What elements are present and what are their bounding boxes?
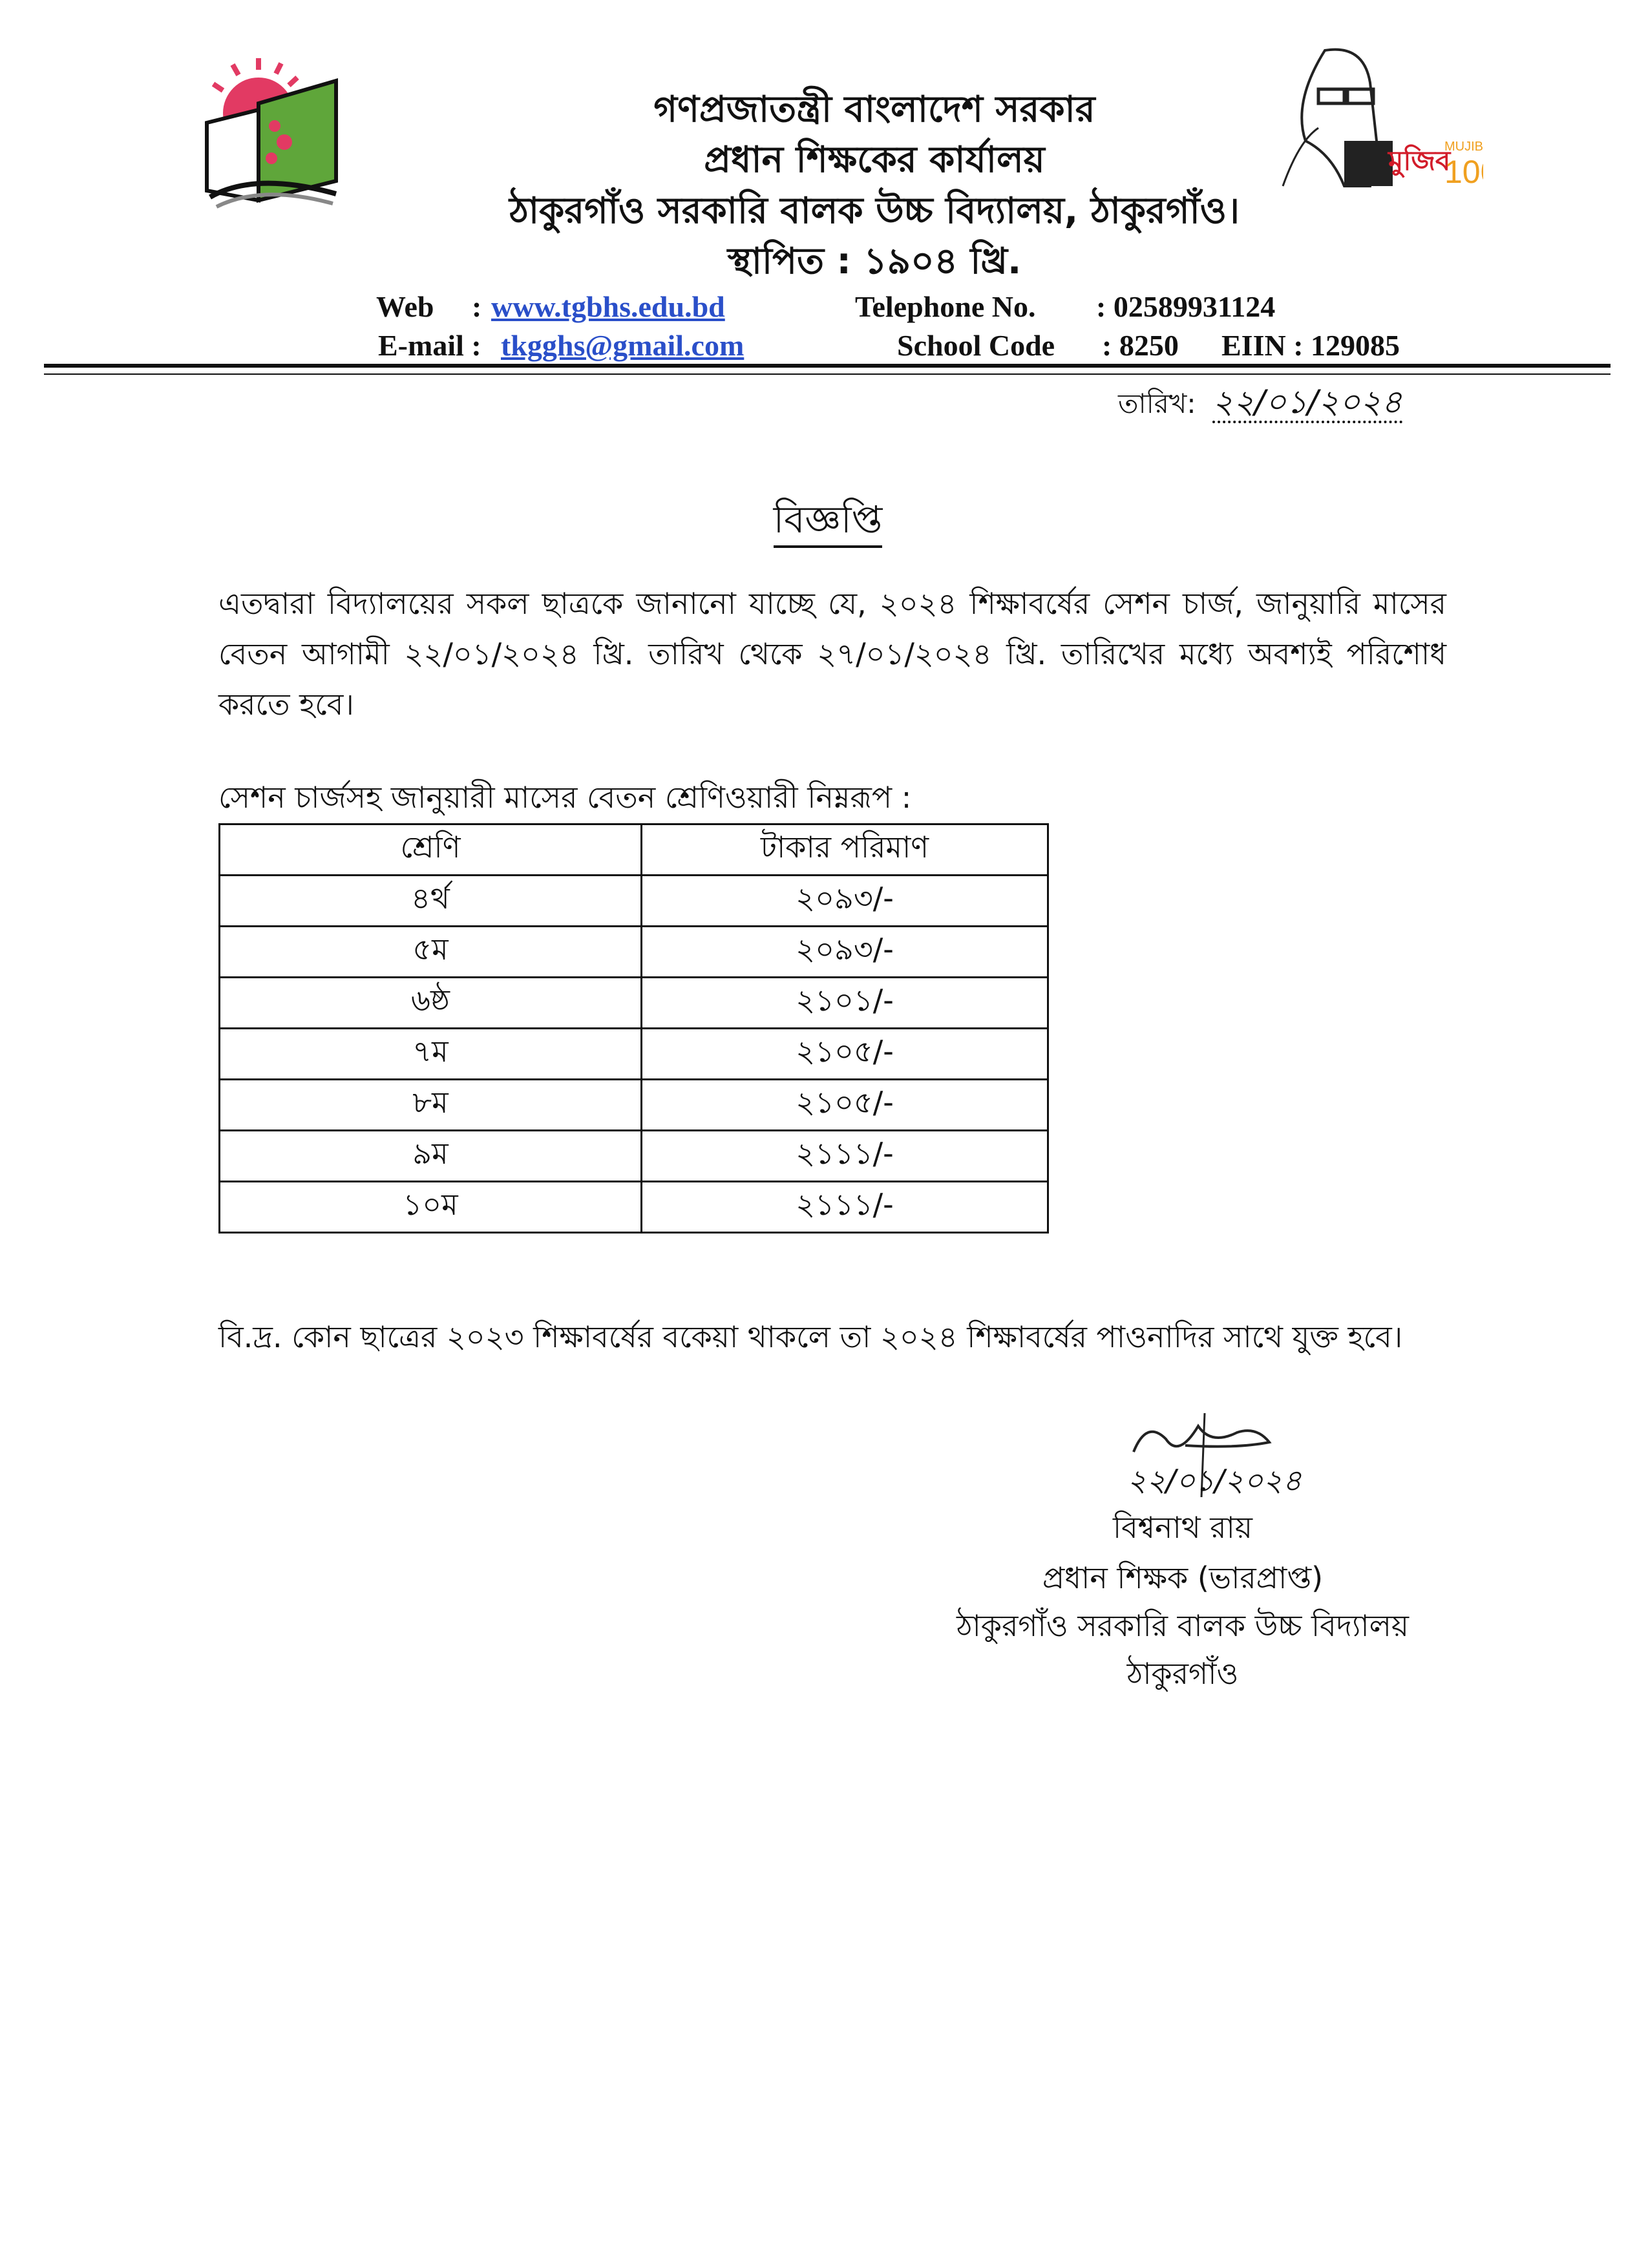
note: বি.দ্র. কোন ছাত্রের ২০২৩ শিক্ষাবর্ষের বক… [218,1319,1403,1354]
class-cell: ৪র্থ [218,874,642,927]
header-divider [44,364,1611,368]
school-code-label: School Code [897,329,1055,362]
amount-cell: ২১১১/- [640,1129,1049,1182]
table-caption: সেশন চার্জসহ জানুয়ারী মাসের বেতন শ্রেণি… [218,780,912,815]
header-class: শ্রেণি [218,823,642,876]
telephone-label: Telephone No. [855,290,1036,323]
date-label: তারিখ: [1118,388,1196,419]
school-logo [197,52,352,226]
table-header-row: শ্রেণি টাকার পরিমাণ [218,823,1049,876]
email-link[interactable]: tkgghs@gmail.com [501,329,745,362]
school-code-value: : 8250 [1102,329,1179,362]
fee-table: শ্রেণি টাকার পরিমাণ ৪র্থ ২০৯৩/- ৫ম ২০৯৩/- … [218,823,1049,1234]
website-link[interactable]: www.tgbhs.edu.bd [491,290,725,323]
svg-text:MUJIB: MUJIB [1444,140,1483,154]
amount-cell: ২১০১/- [640,976,1049,1029]
class-cell: ৭ম [218,1027,642,1080]
amount-cell: ২১০৫/- [640,1027,1049,1080]
established: স্থাপিত : ১৯০৪ খ্রি. [727,240,1022,282]
table-row: ৭ম ২১০৫/- [218,1027,1049,1080]
svg-text:মুজিব: মুজিব [1387,144,1452,178]
office-title: প্রধান শিক্ষকের কার্যালয় [704,139,1045,181]
table-row: ৮ম ২১০৫/- [218,1078,1049,1131]
table-row: ৪র্থ ২০৯৩/- [218,874,1049,927]
signatory-name: বিশ্বনাথ রায় [1113,1510,1252,1545]
date-value: ২২/০১/২০২৪ [1212,383,1402,423]
amount-cell: ২১০৫/- [640,1078,1049,1131]
govt-title: গণপ্রজাতন্ত্রী বাংলাদেশ সরকার [653,89,1095,131]
telephone-value: : 02589931124 [1096,290,1276,323]
eiin: EIIN : 129085 [1221,329,1400,362]
notice-title: বিজ্ঞপ্তি [773,498,883,548]
signature: ২২/০১/২০২৪ [1108,1412,1340,1504]
class-cell: ৮ম [218,1078,642,1131]
amount-cell: ২০৯৩/- [640,874,1049,927]
notice-body: এতদ্বারা বিদ্যালয়ের সকল ছাত্রকে জানানো … [218,586,1446,722]
signatory-place: ঠাকুরগাঁও [1126,1656,1239,1691]
notice-title-wrap: বিজ্ঞপ্তি [0,491,1648,554]
table-row: ৫ম ২০৯৩/- [218,925,1049,978]
table-row: ১০ম ২১১১/- [218,1181,1049,1234]
amount-cell: ২১১১/- [640,1181,1049,1234]
signatory-designation: প্রধান শিক্ষক (ভারপ্রাপ্ত) [1042,1560,1324,1595]
web-label: Web [376,290,434,323]
class-cell: ৬ষ্ঠ [218,976,642,1029]
amount-cell: ২০৯৩/- [640,925,1049,978]
signature-date: ২২/০১/২০২৪ [1127,1463,1302,1498]
header-amount: টাকার পরিমাণ [640,823,1049,876]
header-divider-thin [44,373,1611,375]
signatory-school: ঠাকুরগাঁও সরকারি বালক উচ্চ বিদ্যালয় [956,1608,1410,1643]
table-row: ৬ষ্ঠ ২১০১/- [218,976,1049,1029]
school-name: ঠাকুরগাঁও সরকারি বালক উচ্চ বিদ্যালয়, ঠা… [509,190,1240,232]
email-label: E-mail : [378,329,481,362]
table-row: ৯ম ২১১১/- [218,1129,1049,1182]
class-cell: ১০ম [218,1181,642,1234]
class-cell: ৯ম [218,1129,642,1182]
date: তারিখ: ২২/০১/২০২৪ [1118,378,1402,432]
web-colon: : [472,290,482,323]
class-cell: ৫ম [218,925,642,978]
